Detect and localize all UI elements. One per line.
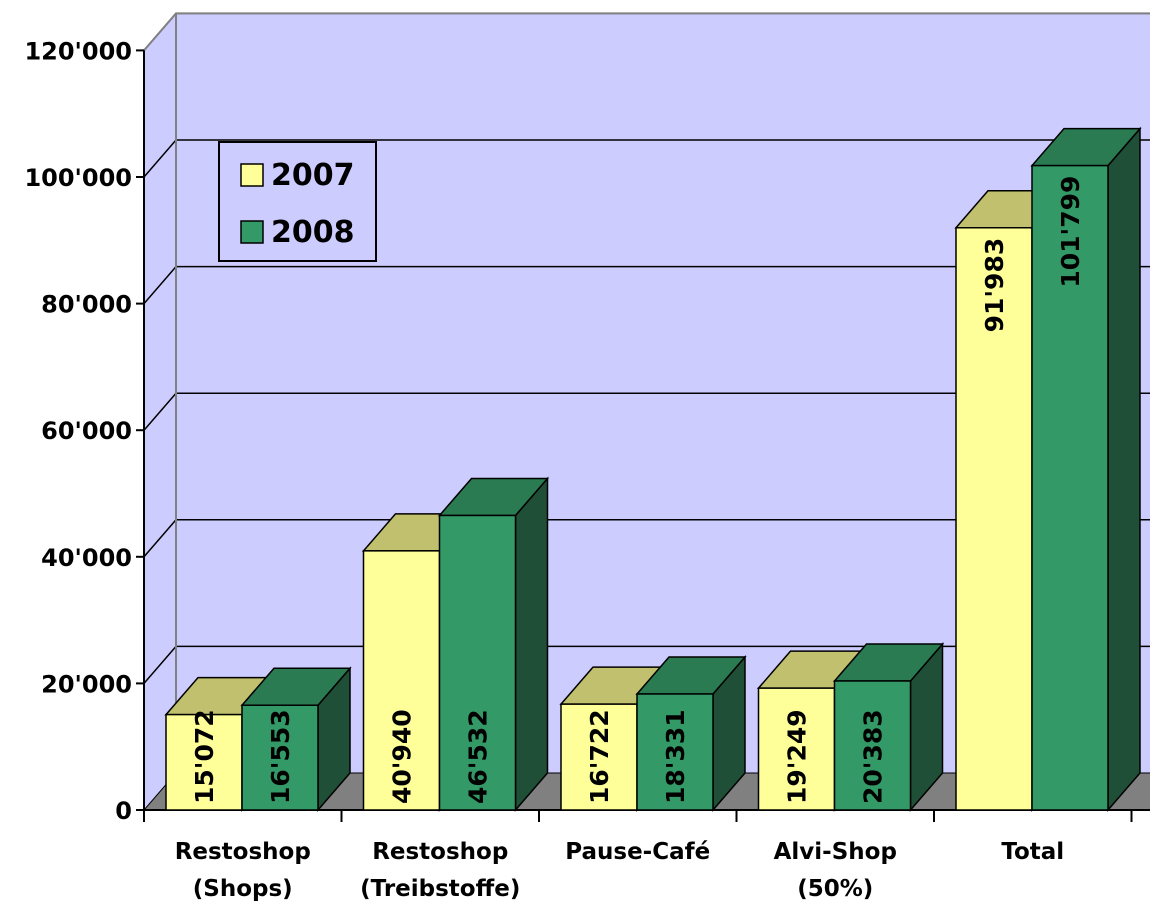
y-tick-label: 40'000 [41,544,132,572]
bar-front [636,693,714,811]
bar-value-label: 46'532 [464,709,493,804]
bar-value-label: 20'383 [859,709,888,804]
bar-2008-0 [240,666,352,813]
x-category-line: Restoshop [175,839,311,865]
bar-front [1031,164,1109,811]
y-tick-label: 60'000 [41,417,132,445]
y-tick-label: 80'000 [41,291,132,319]
x-category-line: Total [1001,839,1064,865]
x-category-line: (Treibstoffe) [360,876,520,902]
legend-swatch [240,220,264,244]
bar-value-label: 16'553 [266,709,295,804]
y-tick-label: 20'000 [41,670,132,698]
bar-front [833,680,912,811]
bar-front [241,704,319,811]
legend-label: 2008 [271,215,355,250]
bar-value-label: 91'983 [980,238,1009,333]
top-wall-edge [143,12,177,52]
legend-swatch [240,163,264,187]
bar-2008-2 [635,654,747,813]
x-category-line: Alvi-Shop [774,839,897,865]
bar-2008-3 [832,641,945,813]
y-tick-label: 120'000 [24,37,132,65]
bars [164,126,1142,813]
bar-side [514,476,549,813]
bar-2008-4 [1030,126,1142,813]
bar-value-label: 18'331 [661,709,690,804]
legend-label: 2007 [271,158,355,193]
x-category-line: (50%) [797,876,873,902]
x-category-label: Total [1001,839,1064,865]
bar-value-label: 101'799 [1056,176,1085,288]
x-category-line: Restoshop [372,839,508,865]
axes: 0 20'000 40'000 60'000 80'000 100'000 120'000 R… [24,12,1150,902]
x-category-line: Pause-Café [565,839,710,865]
y-tick-label: 0 [115,797,132,825]
bar-side [1107,126,1141,813]
bar-front [560,703,638,811]
bar-value-label: 40'940 [388,709,417,804]
bar-value-label: 19'249 [783,709,812,804]
x-category-label: Pause-Café [565,839,710,865]
bar-value-label: 16'722 [585,709,614,804]
bar-front [955,226,1033,811]
bar-front [757,687,836,811]
bar-value-label: 15'072 [190,709,219,804]
x-category-label: Restoshop (Treibstoffe) [360,839,520,902]
data-labels: 15'072 16'553 40'940 46'532 16'722 18'331 19'2… [190,176,1085,804]
x-category-line: (Shops) [193,876,293,902]
bar-front [438,514,517,811]
x-category-label: Alvi-Shop (50%) [774,839,897,902]
legend: 2007 2008 [218,141,377,262]
y-tick-label: 100'000 [24,164,132,192]
bar-front [362,550,441,811]
x-category-label: Restoshop (Shops) [175,839,311,902]
bar-2008-1 [437,476,550,813]
